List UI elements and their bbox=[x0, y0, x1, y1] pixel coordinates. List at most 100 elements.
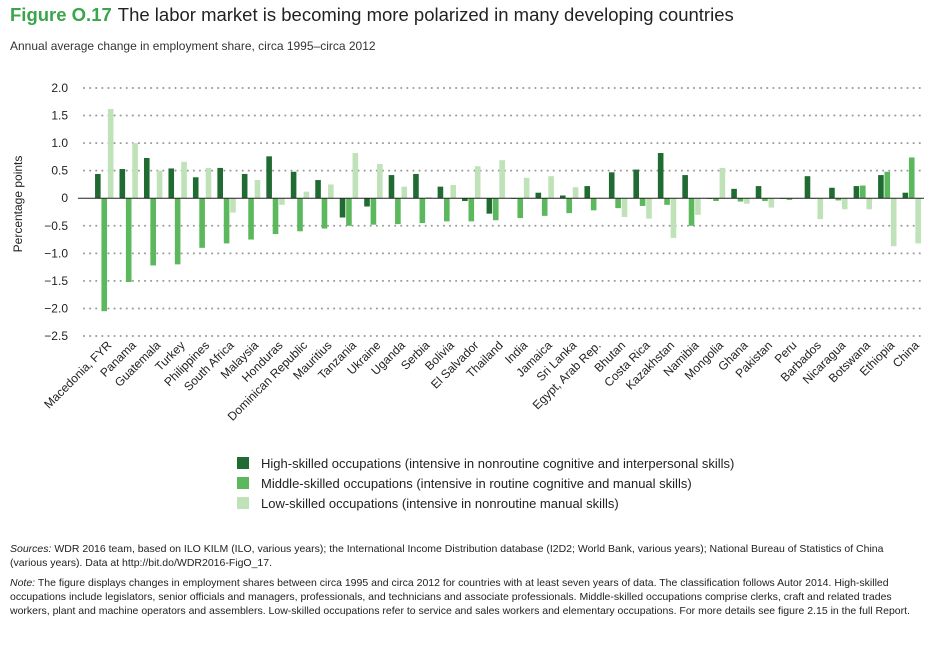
bar-high bbox=[535, 192, 542, 199]
footnotes: Sources: WDR 2016 team, based on ILO KIL… bbox=[10, 542, 922, 624]
bar-low bbox=[156, 170, 163, 199]
bar-middle bbox=[150, 198, 156, 266]
bar-middle bbox=[762, 198, 768, 201]
bar-low bbox=[474, 166, 481, 199]
figure-title-text: The labor market is becoming more polari… bbox=[117, 4, 734, 25]
bar-middle bbox=[639, 198, 646, 206]
y-tick-label: 1.0 bbox=[51, 136, 68, 150]
sources-label: Sources: bbox=[10, 543, 52, 555]
bar-high bbox=[657, 153, 664, 199]
bar-high bbox=[364, 198, 370, 207]
note-text: The figure displays changes in employmen… bbox=[10, 577, 910, 617]
bar-high bbox=[290, 171, 297, 199]
bar-low bbox=[279, 198, 285, 205]
legend-item-high: High-skilled occupations (intensive in n… bbox=[237, 453, 734, 473]
bar-low bbox=[621, 198, 628, 217]
gridlines bbox=[83, 87, 925, 337]
bar-middle bbox=[860, 185, 866, 199]
bar-high bbox=[266, 156, 272, 199]
bar-middle bbox=[517, 198, 524, 219]
bar-middle bbox=[444, 198, 450, 222]
bar-high bbox=[413, 173, 419, 199]
bar-low bbox=[719, 167, 726, 199]
bar-high bbox=[192, 177, 199, 199]
bar-high bbox=[633, 169, 639, 199]
legend-label-high: High-skilled occupations (intensive in n… bbox=[261, 455, 735, 471]
bar-middle bbox=[908, 157, 915, 199]
bar-low bbox=[425, 197, 432, 199]
bar-middle bbox=[419, 198, 426, 224]
bar-middle bbox=[835, 198, 842, 201]
methodology-note: Note: The figure displays changes in emp… bbox=[10, 576, 922, 618]
bar-middle bbox=[468, 198, 475, 222]
bar-high bbox=[584, 186, 591, 199]
legend-swatch-low bbox=[237, 497, 249, 509]
bar-low bbox=[890, 198, 897, 247]
bar-high bbox=[339, 198, 346, 218]
bar-middle bbox=[321, 198, 328, 229]
bar-middle bbox=[688, 198, 695, 226]
bar-high bbox=[143, 157, 150, 199]
x-tick-label: China bbox=[890, 338, 922, 370]
bar-low bbox=[866, 198, 873, 210]
legend-swatch-high bbox=[237, 457, 249, 469]
legend-swatch-middle bbox=[237, 477, 249, 489]
bar-low bbox=[450, 185, 457, 199]
bar-middle bbox=[223, 198, 230, 244]
bar-low bbox=[670, 198, 677, 238]
y-tick-label: −1.0 bbox=[44, 246, 68, 260]
bar-high bbox=[902, 192, 909, 199]
bar-middle bbox=[346, 198, 352, 226]
sources-note: Sources: WDR 2016 team, based on ILO KIL… bbox=[10, 542, 922, 570]
bar-low bbox=[523, 177, 530, 199]
y-tick-label: −0.5 bbox=[44, 219, 68, 233]
bar-high bbox=[878, 175, 884, 199]
bar-middle bbox=[199, 198, 205, 248]
sources-text: WDR 2016 team, based on ILO KILM (ILO, v… bbox=[10, 543, 884, 569]
y-tick-label: 0 bbox=[61, 191, 68, 205]
bar-high bbox=[95, 173, 101, 199]
legend-label-low: Low-skilled occupations (intensive in no… bbox=[261, 495, 619, 511]
bar-middle bbox=[125, 198, 132, 282]
bar-middle bbox=[541, 198, 548, 216]
figure-label: Figure O.17 bbox=[10, 4, 112, 25]
bar-middle bbox=[615, 198, 621, 209]
y-tick-label: 0.5 bbox=[51, 164, 68, 178]
y-tick-label: 2.0 bbox=[51, 81, 68, 95]
bar-middle bbox=[395, 198, 401, 225]
bar-low bbox=[377, 164, 383, 199]
y-tick-label: −2.0 bbox=[44, 301, 68, 315]
bar-middle bbox=[297, 198, 303, 232]
chart-subtitle: Annual average change in employment shar… bbox=[10, 39, 376, 53]
bar-high bbox=[217, 167, 223, 199]
bar-middle bbox=[590, 198, 597, 211]
bar-middle bbox=[370, 198, 377, 225]
figure-title: Figure O.17 The labor market is becoming … bbox=[10, 4, 734, 26]
bar-middle bbox=[884, 171, 891, 199]
bar-low bbox=[572, 187, 579, 199]
bar-high bbox=[388, 175, 395, 199]
legend-item-low: Low-skilled occupations (intensive in no… bbox=[237, 493, 734, 513]
bar-low bbox=[548, 176, 554, 199]
bar-low bbox=[915, 198, 921, 244]
bar-high bbox=[608, 172, 615, 199]
bar-middle bbox=[566, 198, 572, 214]
bar-low bbox=[695, 198, 701, 215]
legend-label-middle: Middle-skilled occupations (intensive in… bbox=[261, 475, 692, 491]
bar-low bbox=[254, 180, 261, 199]
y-tick-label: −2.5 bbox=[44, 329, 68, 343]
bar-low bbox=[107, 108, 114, 199]
bar-middle bbox=[248, 198, 254, 240]
bar-high bbox=[315, 180, 321, 199]
bar-chart: 2.01.51.00.50−0.5−1.0−1.5−2.0−2.5Macedon… bbox=[11, 81, 925, 424]
bar-low bbox=[132, 143, 138, 199]
bar-middle bbox=[786, 198, 793, 200]
bar-high bbox=[682, 175, 688, 199]
bar-middle bbox=[174, 198, 181, 265]
bar-middle bbox=[101, 198, 108, 312]
axes: 2.01.51.00.50−0.5−1.0−1.5−2.0−2.5Macedon… bbox=[41, 81, 924, 424]
bar-high bbox=[241, 173, 248, 199]
bar-low bbox=[768, 198, 775, 208]
y-tick-label: 1.5 bbox=[51, 109, 68, 123]
bar-low bbox=[744, 198, 750, 204]
